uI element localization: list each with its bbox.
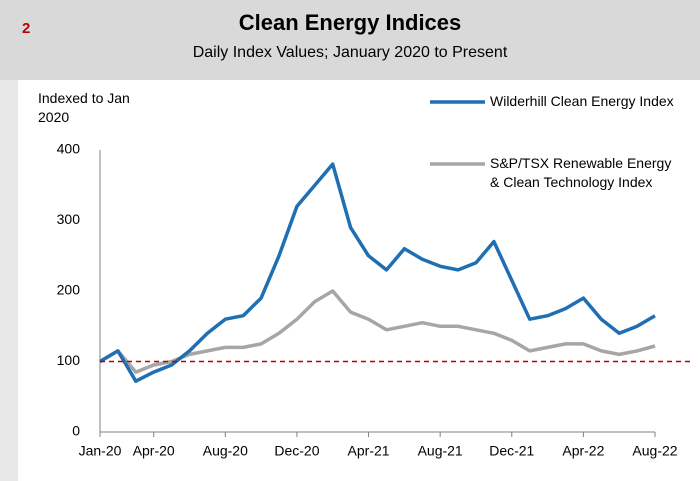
y-axis-label: Indexed to Jan 2020: [38, 90, 130, 125]
x-tick-label: Aug-22: [632, 443, 677, 459]
x-tick-label: Dec-20: [274, 443, 319, 459]
x-tick-label: Apr-22: [562, 443, 604, 459]
series-line: [99, 289, 656, 374]
y-tick-label: 200: [57, 282, 81, 298]
left-band: [0, 80, 18, 481]
y-tick-label: 400: [57, 141, 81, 157]
x-tick-label: Aug-20: [203, 443, 248, 459]
y-tick-label: 100: [57, 352, 81, 368]
x-tick-label: Apr-21: [348, 443, 390, 459]
header-band: [0, 0, 700, 80]
legend-label: Wilderhill Clean Energy Index: [490, 93, 674, 109]
chart-title: Clean Energy Indices: [238, 10, 462, 35]
y-tick-label: 300: [57, 211, 81, 227]
x-tick-label: Apr-20: [133, 443, 175, 459]
x-tick-label: Dec-21: [489, 443, 534, 459]
page-number: 2: [22, 20, 31, 37]
x-tick-label: Aug-21: [418, 443, 463, 459]
chart-subtitle: Daily Index Values; January 2020 to Pres…: [192, 44, 508, 61]
x-tick-label: Jan-20: [79, 443, 122, 459]
series-line: [99, 162, 656, 383]
y-tick-label: 0: [72, 423, 80, 439]
legend-label: S&P/TSX Renewable Energy & Clean Technol…: [490, 155, 672, 190]
